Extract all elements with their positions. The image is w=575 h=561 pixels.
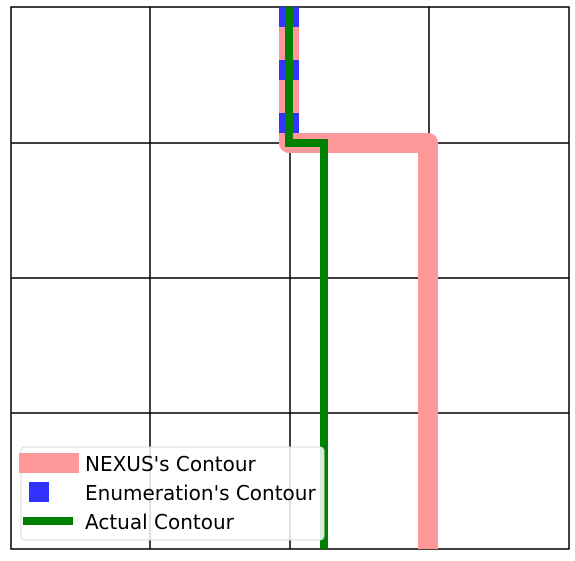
legend-frame bbox=[20, 446, 325, 541]
legend: NEXUS's Contour Enumeration's Contour Ac… bbox=[19, 446, 325, 541]
actual-contour bbox=[285, 7, 328, 549]
legend-swatch-actual bbox=[23, 517, 73, 525]
legend-label-nexus: NEXUS's Contour bbox=[85, 452, 257, 476]
legend-label-actual: Actual Contour bbox=[85, 510, 235, 534]
legend-swatch-nexus bbox=[19, 453, 79, 473]
legend-swatch-enumeration bbox=[29, 482, 49, 502]
legend-label-enumeration: Enumeration's Contour bbox=[85, 481, 316, 505]
